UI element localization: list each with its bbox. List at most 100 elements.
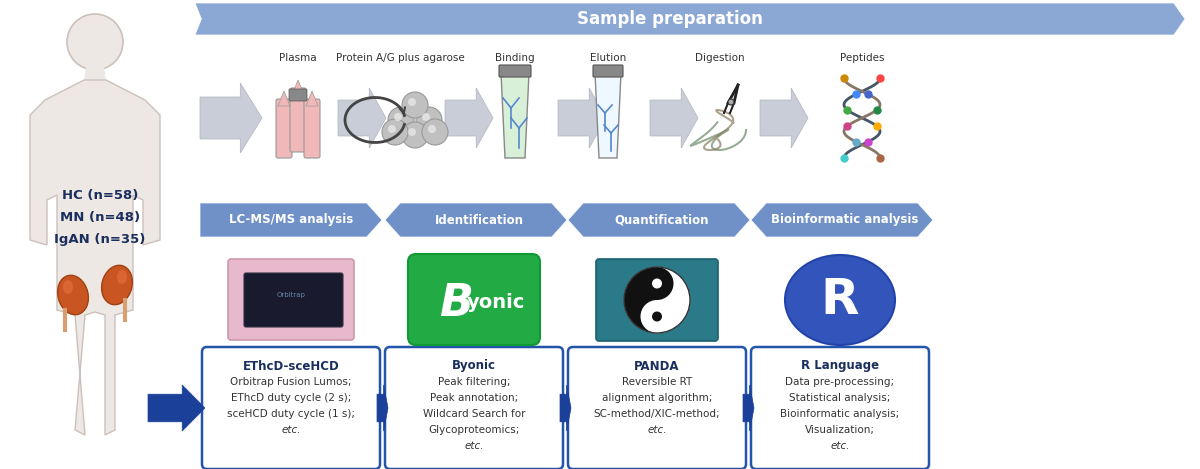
Text: HC (n=58): HC (n=58) [62,189,138,202]
Text: LC-MS/MS analysis: LC-MS/MS analysis [229,213,353,227]
Ellipse shape [58,275,89,315]
Circle shape [728,99,734,105]
Text: Orbitrap: Orbitrap [276,292,306,298]
Polygon shape [445,88,493,148]
Text: PANDA: PANDA [635,360,679,372]
FancyBboxPatch shape [244,273,343,327]
Ellipse shape [64,280,73,294]
FancyBboxPatch shape [202,347,380,469]
Text: Wildcard Search for: Wildcard Search for [422,409,526,419]
Polygon shape [200,83,262,153]
Circle shape [422,113,430,121]
Ellipse shape [102,265,132,305]
FancyBboxPatch shape [499,65,530,77]
Text: etc.: etc. [464,441,484,451]
Wedge shape [624,267,658,333]
Polygon shape [200,203,382,237]
Polygon shape [743,385,754,431]
Text: Bioinformatic analysis: Bioinformatic analysis [772,213,919,227]
Text: Binding: Binding [496,53,535,63]
Text: Bioinformatic analysis;: Bioinformatic analysis; [780,409,900,419]
Text: Protein A/G plus agarose: Protein A/G plus agarose [336,53,464,63]
Polygon shape [650,88,698,148]
Ellipse shape [118,270,127,284]
FancyBboxPatch shape [596,259,718,341]
Ellipse shape [785,255,895,345]
Circle shape [624,267,690,333]
Text: Peak filtering;: Peak filtering; [438,377,510,387]
Text: Sample preparation: Sample preparation [577,10,763,28]
Polygon shape [595,73,622,158]
Polygon shape [760,88,808,148]
Polygon shape [30,80,160,435]
Text: etc.: etc. [830,441,850,451]
Polygon shape [751,203,934,237]
Text: SC-method/XIC-method;: SC-method/XIC-method; [594,409,720,419]
Text: Peak annotation;: Peak annotation; [430,393,518,403]
Text: alignment algorithm;: alignment algorithm; [602,393,712,403]
Polygon shape [560,385,571,431]
Circle shape [641,300,673,333]
FancyBboxPatch shape [568,347,746,469]
Circle shape [652,279,662,288]
Polygon shape [278,91,290,106]
FancyBboxPatch shape [408,254,540,345]
Circle shape [641,267,673,300]
Polygon shape [306,91,318,106]
Text: R Language: R Language [800,360,880,372]
Polygon shape [377,385,388,431]
Circle shape [652,311,662,322]
Text: Plasma: Plasma [280,53,317,63]
Polygon shape [558,88,606,148]
Text: yonic: yonic [467,294,526,312]
Polygon shape [194,3,1186,35]
Text: Identification: Identification [434,213,523,227]
Text: IgAN (n=35): IgAN (n=35) [54,233,145,245]
Circle shape [388,107,414,133]
Circle shape [408,98,416,106]
Text: Peptides: Peptides [840,53,884,63]
Circle shape [388,125,396,133]
Text: B: B [439,281,473,325]
Text: etc.: etc. [281,425,301,435]
Polygon shape [385,203,568,237]
Circle shape [416,107,442,133]
FancyBboxPatch shape [304,99,320,158]
Text: Digestion: Digestion [695,53,745,63]
Circle shape [67,14,124,70]
Text: EThcD duty cycle (2 s);: EThcD duty cycle (2 s); [230,393,352,403]
Text: Data pre-processing;: Data pre-processing; [786,377,894,387]
Circle shape [394,113,402,121]
Polygon shape [292,80,304,95]
Polygon shape [502,73,529,158]
Text: Statistical analysis;: Statistical analysis; [790,393,890,403]
Text: R: R [821,276,859,324]
FancyBboxPatch shape [228,259,354,340]
Polygon shape [84,65,106,82]
FancyBboxPatch shape [290,88,306,152]
Text: Elution: Elution [590,53,626,63]
Text: Reversible RT: Reversible RT [622,377,692,387]
Text: EThcD-sceHCD: EThcD-sceHCD [242,360,340,372]
Circle shape [402,122,428,148]
Circle shape [408,128,416,136]
FancyBboxPatch shape [751,347,929,469]
Text: Quantification: Quantification [614,213,709,227]
Polygon shape [338,88,386,148]
Text: etc.: etc. [647,425,667,435]
Polygon shape [568,203,750,237]
FancyBboxPatch shape [276,99,292,158]
Circle shape [428,125,436,133]
Text: MN (n=48): MN (n=48) [60,211,140,224]
FancyBboxPatch shape [289,89,307,101]
FancyBboxPatch shape [385,347,563,469]
Text: Orbitrap Fusion Lumos;: Orbitrap Fusion Lumos; [230,377,352,387]
Text: Glycoproteomics;: Glycoproteomics; [428,425,520,435]
Circle shape [402,92,428,118]
FancyBboxPatch shape [593,65,623,77]
Polygon shape [148,385,205,431]
Text: Visualization;: Visualization; [805,425,875,435]
Text: sceHCD duty cycle (1 s);: sceHCD duty cycle (1 s); [227,409,355,419]
Text: Byonic: Byonic [452,360,496,372]
Circle shape [422,119,448,145]
